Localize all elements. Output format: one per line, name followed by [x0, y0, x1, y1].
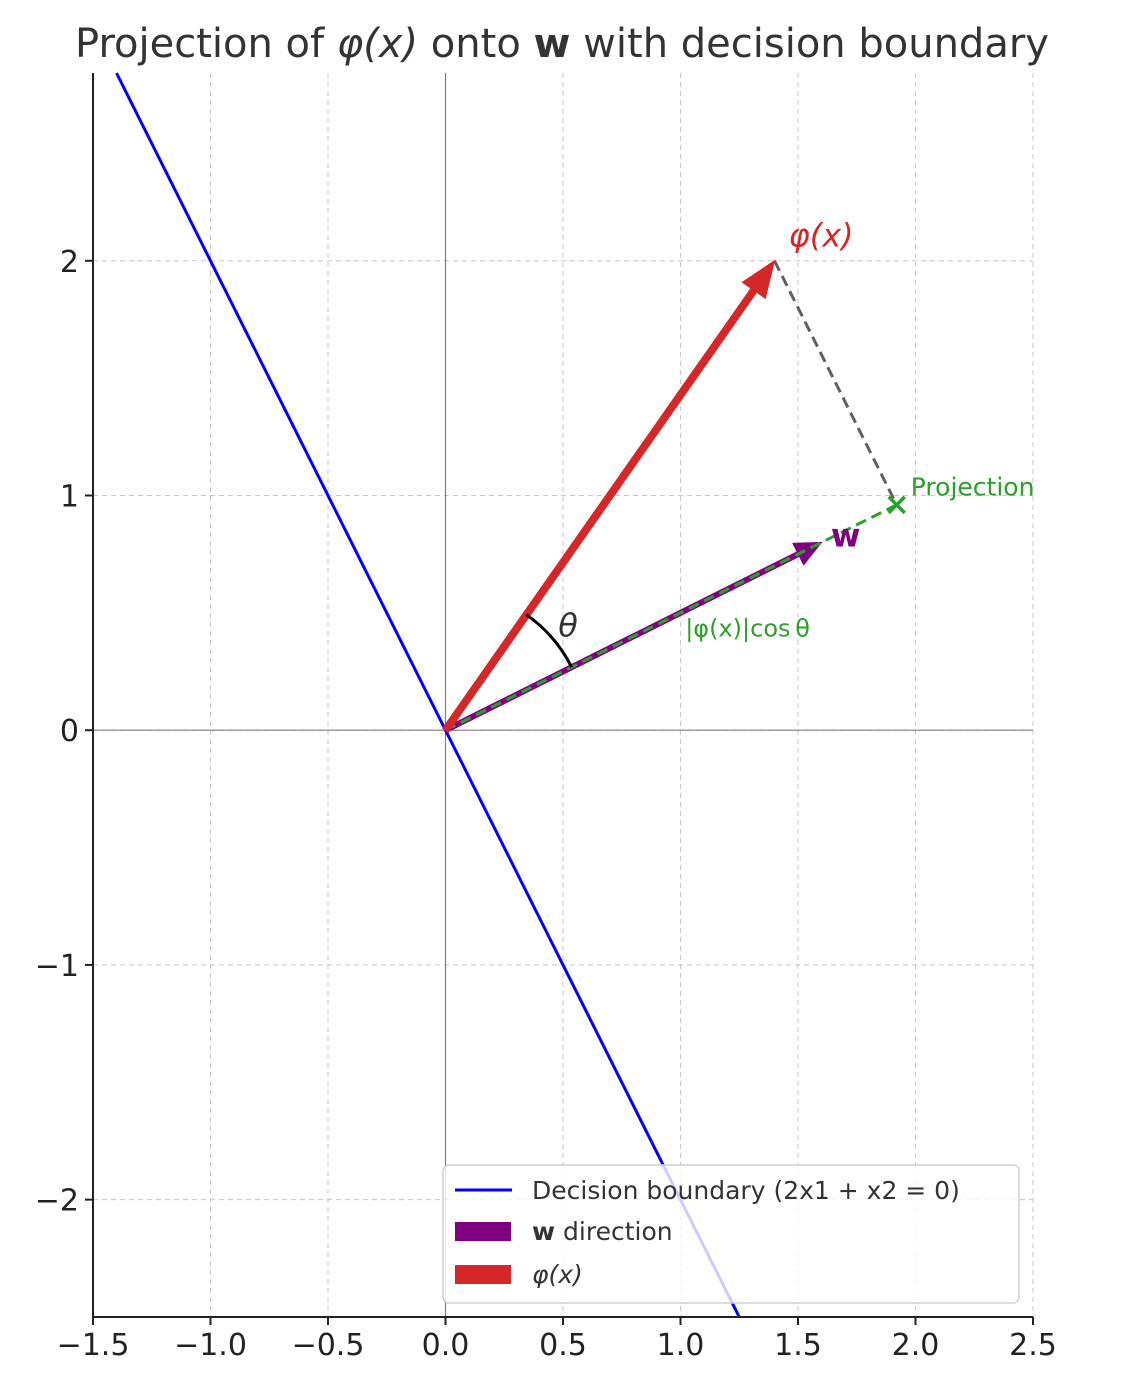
legend: Decision boundary (2x1 + x2 = 0) w direct… [442, 1164, 1020, 1304]
x-tick-label: −1.5 [57, 1328, 130, 1363]
y-tick-label: −2 [35, 1184, 79, 1219]
x-tick-label: −0.5 [292, 1328, 365, 1363]
theta-label: θ [558, 606, 578, 644]
legend-swatch-patch [455, 1222, 511, 1241]
decision-boundary-line [115, 72, 741, 1318]
x-tick-label: 0.5 [539, 1328, 587, 1363]
phi-label: φ(x) [789, 217, 854, 255]
chart-title: Projection of φ(x) onto w with decision … [75, 21, 1049, 67]
x-tick-label: 1.5 [774, 1328, 822, 1363]
perpendicular-dashed-line [773, 260, 899, 506]
y-tick-label: 2 [60, 245, 79, 280]
axes: −1.5 −1.0 −0.5 0.0 0.5 1.0 1.5 2.0 2.5 −2 −1 0 1 2 [35, 73, 1057, 1363]
legend-swatch-patch [455, 1265, 511, 1284]
w-label: w [831, 516, 861, 554]
angle-theta-arc [525, 613, 573, 668]
legend-label: Decision boundary (2x1 + x2 = 0) [532, 1176, 960, 1205]
projection-point-marker [887, 495, 906, 515]
phi-vector-arrow [441, 259, 776, 733]
x-tick-label: 2.0 [892, 1328, 940, 1363]
legend-label: w direction [532, 1217, 673, 1246]
y-tick-label: 1 [60, 479, 79, 514]
y-tick-label: −1 [35, 949, 79, 984]
projection-length-label: |φ(x)|cos θ [685, 614, 810, 642]
x-tick-label: 2.5 [1009, 1328, 1057, 1363]
legend-box [442, 1164, 1020, 1304]
x-tick-label: 1.0 [657, 1328, 705, 1363]
x-tick-label: 0.0 [422, 1328, 470, 1363]
projection-label: Projection [911, 472, 1035, 501]
legend-label: φ(x) [532, 1260, 583, 1289]
grid [92, 73, 1034, 1317]
plot-area: φ(x) w Projection |φ(x)|cos θ θ [115, 72, 1035, 1318]
y-tick-label: 0 [60, 714, 79, 749]
x-tick-label: −1.0 [174, 1328, 247, 1363]
